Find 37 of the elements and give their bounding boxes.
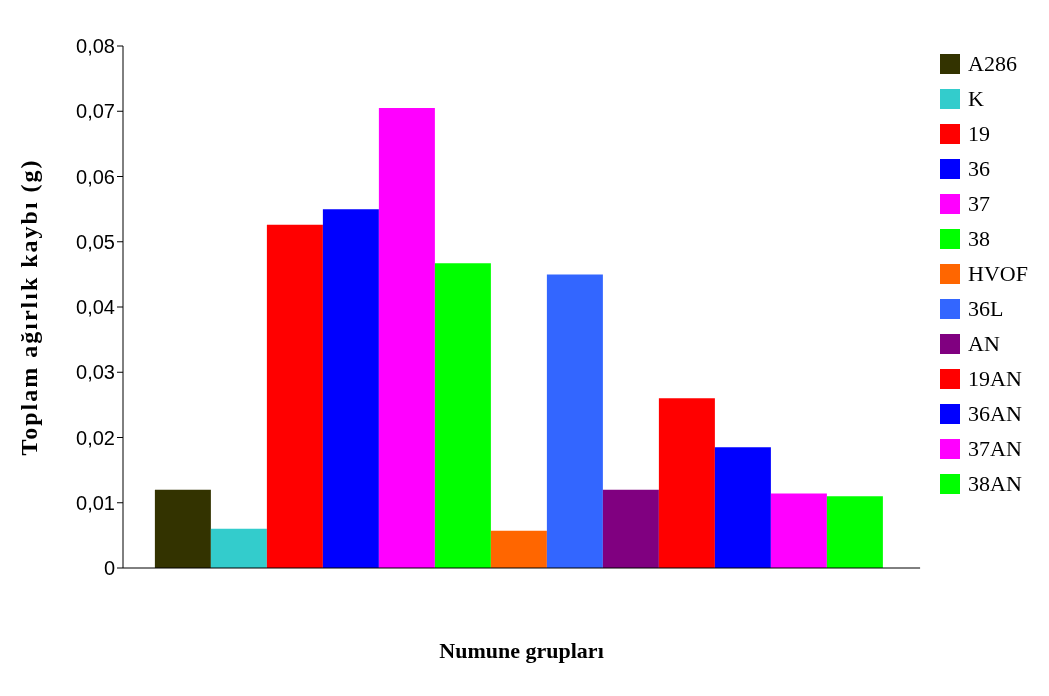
bar xyxy=(154,489,211,568)
legend-label: 37AN xyxy=(968,435,1022,463)
bar xyxy=(490,530,547,568)
bar xyxy=(714,447,771,568)
legend-label: HVOF xyxy=(968,260,1028,288)
y-tick-label: 0,04 xyxy=(76,296,115,319)
bar xyxy=(546,274,603,568)
bar xyxy=(602,489,659,568)
y-tick-label: 0,02 xyxy=(76,426,115,449)
x-axis-title: Numune grupları xyxy=(439,638,604,663)
bar xyxy=(770,493,827,568)
legend-label: AN xyxy=(968,330,1000,358)
legend-label: 37 xyxy=(968,190,991,218)
bar xyxy=(378,107,435,568)
legend-label: A286 xyxy=(968,50,1017,78)
legend-label: 36 xyxy=(968,155,991,183)
bar xyxy=(210,528,267,568)
bar xyxy=(434,263,491,568)
y-tick-label: 0 xyxy=(103,557,115,580)
legend-label: 38AN xyxy=(968,470,1022,498)
y-axis-title: Toplam ağırlık kaybı (g) xyxy=(15,158,42,456)
bar xyxy=(266,224,323,568)
bar xyxy=(322,209,379,568)
legend-label: K xyxy=(968,85,984,113)
y-tick-label: 0,03 xyxy=(76,361,115,384)
bar xyxy=(658,398,715,568)
legend-label: 19 xyxy=(968,120,991,148)
legend-label: 19AN xyxy=(968,365,1022,393)
bar xyxy=(826,496,883,568)
y-tick-label: 0,07 xyxy=(76,100,115,123)
y-tick-label: 0,05 xyxy=(76,230,115,253)
y-tick-label: 0,06 xyxy=(76,165,115,188)
y-tick-label: 0,01 xyxy=(76,491,115,514)
y-tick-label: 0,08 xyxy=(76,35,115,58)
legend-label: 36AN xyxy=(968,400,1022,428)
legend-label: 38 xyxy=(968,225,991,253)
legend-label: 36L xyxy=(968,295,1004,323)
